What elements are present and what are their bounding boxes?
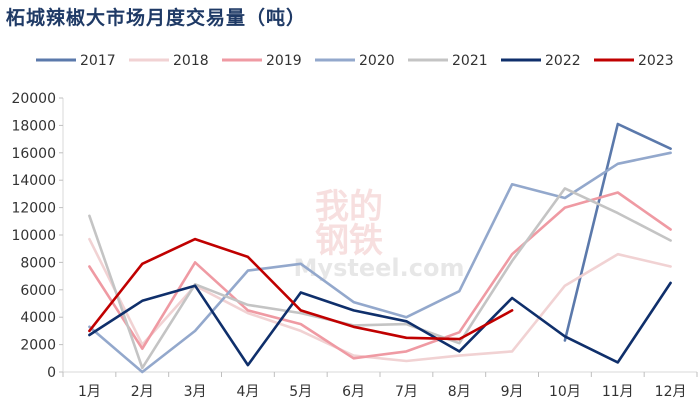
series-line-2017	[563, 122, 672, 342]
legend-item-2020: 2020	[315, 53, 395, 69]
legend-label: 2022	[545, 53, 581, 69]
legend-label: 2021	[452, 53, 488, 69]
axes: 0 2000 4000 6000 8000 10000 12000 14000 16000 180…	[11, 91, 698, 400]
legend-label: 2019	[266, 53, 302, 69]
y-tick-label: 0	[47, 365, 56, 381]
x-tick-label: 2月	[131, 384, 154, 400]
watermark: 我的 钢铁 Mysteel.com	[294, 187, 465, 282]
x-tick-label: 4月	[236, 384, 259, 400]
y-tick-label: 8000	[20, 255, 56, 271]
x-tick-label: 8月	[448, 384, 471, 400]
legend-item-2022: 2022	[501, 53, 581, 69]
x-tick-label: 5月	[289, 384, 312, 400]
watermark-line1: 我的	[315, 187, 383, 227]
series-2023	[88, 237, 514, 341]
chart-title: 柘城辣椒大市场月度交易量（吨）	[6, 7, 307, 29]
series-2017	[563, 122, 672, 342]
series-layer	[88, 122, 672, 374]
y-tick-label: 6000	[20, 283, 56, 299]
series-line-2019	[88, 191, 672, 360]
series-line-2021	[88, 187, 672, 370]
x-tick-label: 12月	[655, 384, 687, 400]
y-tick-label: 14000	[11, 173, 56, 189]
legend-label: 2020	[359, 53, 395, 69]
legend-label: 2023	[638, 53, 674, 69]
y-tick-label: 4000	[20, 310, 56, 326]
legend-label: 2017	[80, 53, 116, 69]
series-line-2023	[88, 237, 514, 341]
y-tick-label: 18000	[11, 118, 56, 134]
legend-item-2021: 2021	[408, 53, 488, 69]
legend-item-2017: 2017	[36, 53, 116, 69]
x-tick-label: 10月	[549, 384, 581, 400]
x-tick-label: 9月	[501, 384, 524, 400]
x-tick-label: 6月	[342, 384, 365, 400]
series-2018	[88, 237, 672, 363]
series-2022	[88, 281, 672, 367]
legend-item-2019: 2019	[222, 53, 302, 69]
x-tick-label: 3月	[184, 384, 207, 400]
x-tick-label: 7月	[395, 384, 418, 400]
legend-label: 2018	[173, 53, 209, 69]
watermark-line3: Mysteel.com	[294, 254, 465, 282]
series-2019	[88, 191, 672, 360]
y-tick-label: 20000	[11, 91, 56, 107]
x-tick-label: 11月	[602, 384, 634, 400]
series-line-2022	[88, 281, 672, 367]
y-tick-label: 10000	[11, 228, 56, 244]
legend-item-2023: 2023	[594, 53, 674, 69]
legend: 2017 2018 2019 2020 2021 2022 2023	[36, 53, 674, 69]
watermark-line2: 钢铁	[315, 221, 383, 261]
series-line-2018	[88, 237, 672, 363]
y-tick-label: 16000	[11, 146, 56, 162]
series-2021	[88, 187, 672, 370]
y-tick-label: 12000	[11, 201, 56, 217]
x-tick-label: 1月	[78, 384, 101, 400]
legend-item-2018: 2018	[129, 53, 209, 69]
y-tick-label: 2000	[20, 338, 56, 354]
